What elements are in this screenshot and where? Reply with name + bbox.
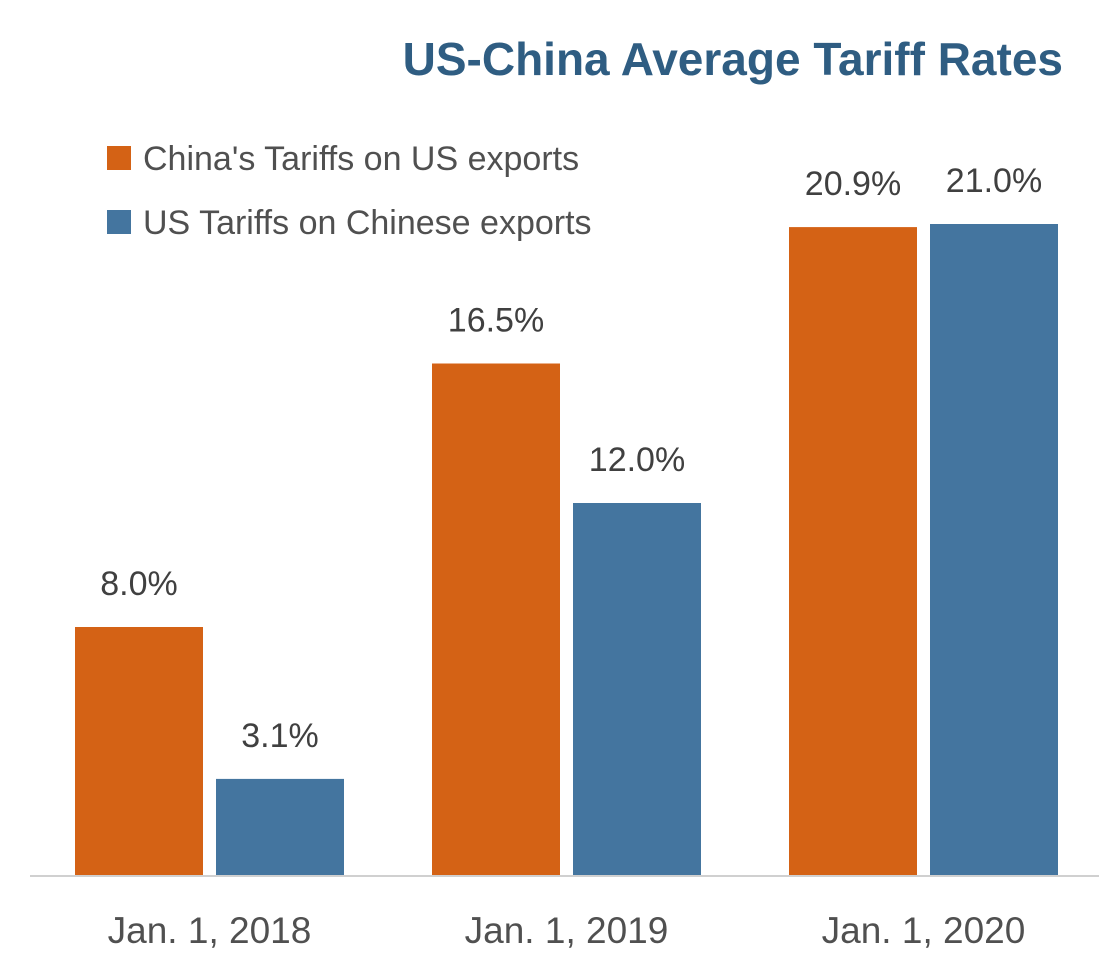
data-label: 12.0%	[589, 441, 685, 479]
x-tick-label: Jan. 1, 2019	[465, 910, 669, 951]
bar-series1-0	[216, 778, 344, 875]
legend-swatch-1	[107, 210, 131, 234]
data-label: 8.0%	[100, 565, 178, 603]
bar-series0-0	[75, 627, 203, 875]
legend-swatch-0	[107, 146, 131, 170]
bar-series1-1	[573, 503, 701, 875]
x-tick-label: Jan. 1, 2020	[822, 910, 1026, 951]
x-axis-labels: Jan. 1, 2018 Jan. 1, 2019 Jan. 1, 2020	[108, 910, 1026, 951]
bar-series0-2	[789, 227, 917, 876]
legend-label-0: China's Tariffs on US exports	[143, 140, 579, 178]
data-label: 21.0%	[946, 162, 1042, 200]
legend-label-1: US Tariffs on Chinese exports	[143, 204, 592, 242]
bar-series0-1	[432, 363, 560, 875]
bar-series1-2	[930, 224, 1058, 875]
data-label: 16.5%	[448, 302, 544, 340]
legend: China's Tariffs on US exports US Tariffs …	[107, 140, 592, 242]
data-label: 3.1%	[241, 717, 319, 755]
x-tick-label: Jan. 1, 2018	[108, 910, 312, 951]
data-label: 20.9%	[805, 165, 901, 203]
bars: 8.0% 3.1% 16.5% 12.0% 20.9% 21.0%	[75, 162, 1058, 876]
chart-title: US-China Average Tariff Rates	[403, 33, 1063, 85]
